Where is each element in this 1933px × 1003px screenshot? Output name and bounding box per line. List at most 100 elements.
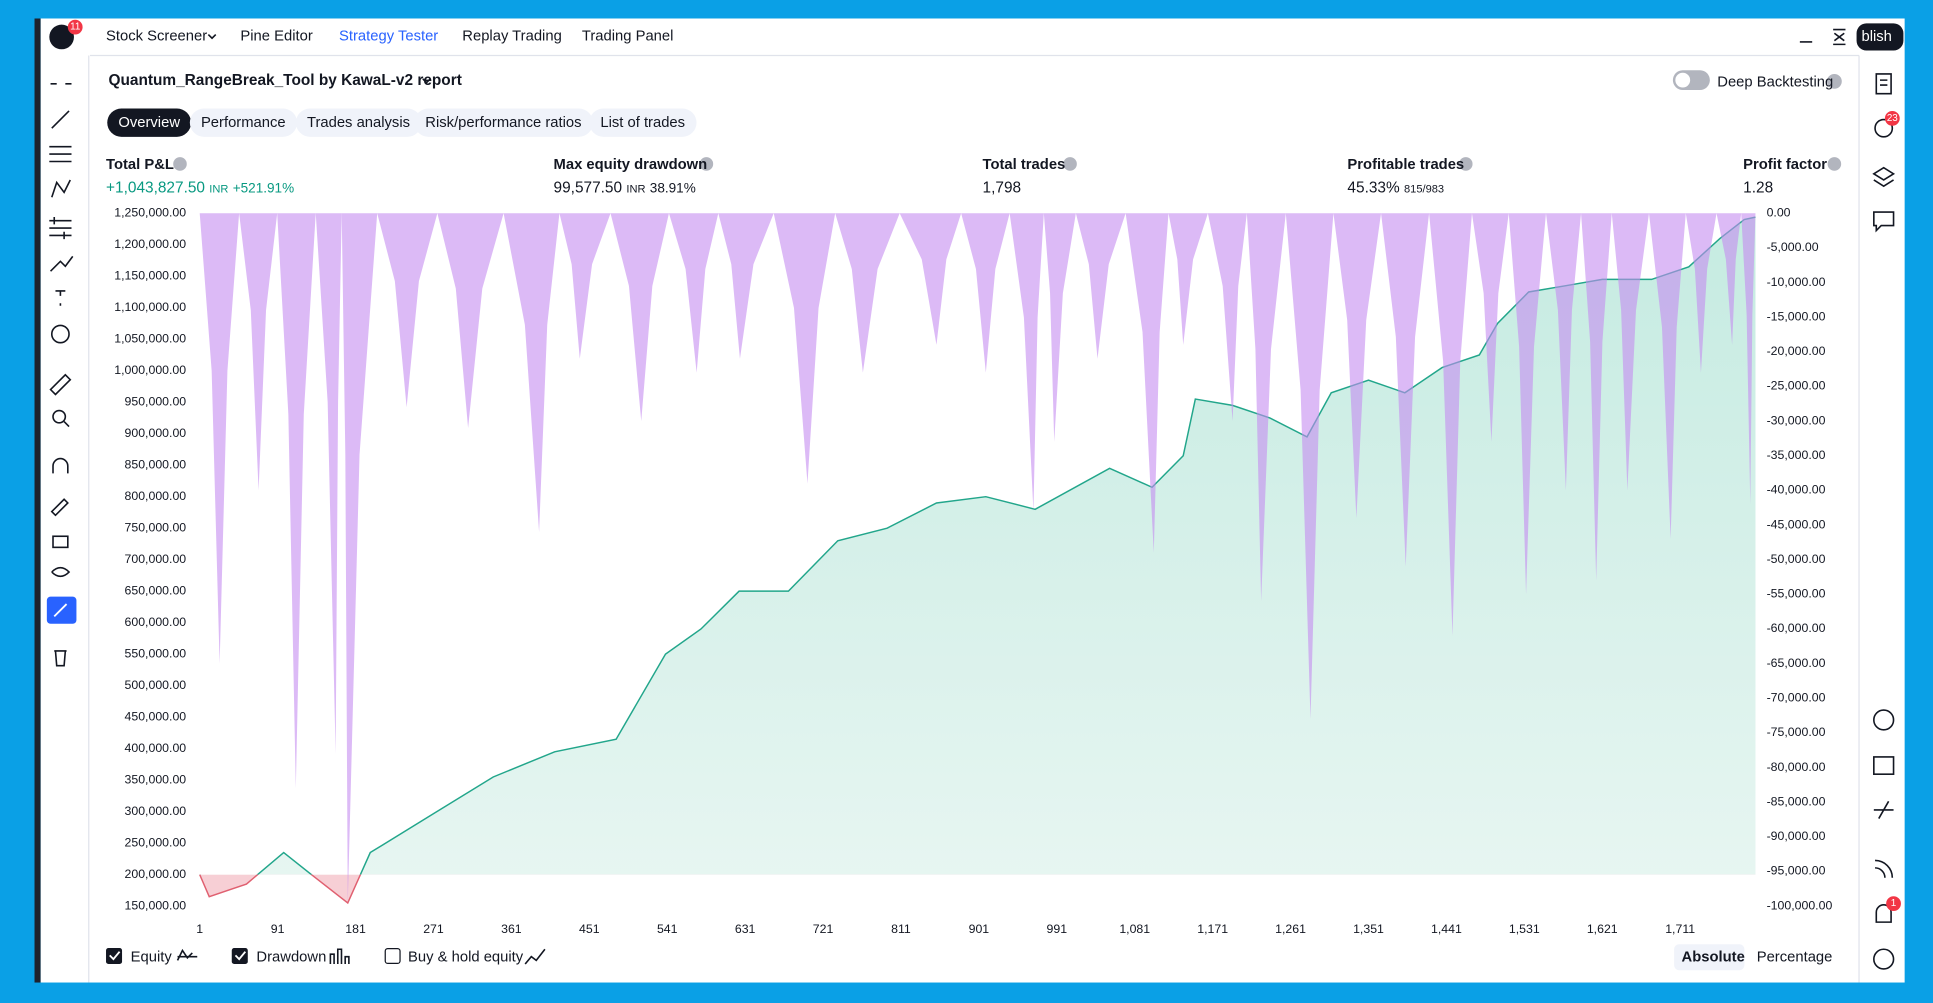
equity-area bbox=[257, 217, 1756, 875]
bell-icon[interactable] bbox=[1875, 904, 1892, 923]
equity-area-below bbox=[199, 874, 1756, 903]
info-icon[interactable] bbox=[1458, 157, 1473, 171]
lock-icon[interactable] bbox=[52, 535, 69, 549]
drawdown-bar bbox=[961, 213, 1010, 373]
buy-hold-checkbox[interactable] bbox=[384, 948, 401, 965]
percentage-button[interactable]: Percentage bbox=[1756, 948, 1833, 966]
y-tick-label: 300,000.00 bbox=[125, 804, 187, 818]
forecast-icon[interactable] bbox=[49, 216, 72, 240]
drawdown-bar bbox=[610, 213, 669, 422]
equity-style-icon[interactable] bbox=[176, 948, 198, 961]
tab[interactable]: List of trades bbox=[589, 108, 697, 137]
drawdown-bar bbox=[1611, 213, 1649, 491]
x-tick-label: 181 bbox=[345, 922, 366, 936]
y2-tick-label: 0.00 bbox=[1767, 206, 1791, 220]
tab[interactable]: Performance bbox=[189, 108, 297, 137]
right-sidebar: 23 1 bbox=[1872, 73, 1901, 970]
x-tick-label: 451 bbox=[579, 922, 600, 936]
layers-icon[interactable] bbox=[1872, 166, 1896, 188]
target-icon[interactable] bbox=[1873, 709, 1895, 731]
y2-tick-label: -65,000.00 bbox=[1767, 656, 1826, 670]
drawdown-bar bbox=[1545, 213, 1582, 491]
eye-icon[interactable] bbox=[51, 566, 71, 578]
info-icon[interactable] bbox=[1826, 73, 1842, 89]
brush-icon[interactable] bbox=[49, 255, 74, 272]
lock-draw-icon[interactable] bbox=[50, 498, 69, 517]
alerts-icon[interactable] bbox=[1874, 118, 1894, 138]
trash-icon[interactable] bbox=[54, 650, 67, 667]
help-icon[interactable] bbox=[1873, 948, 1895, 970]
tab[interactable]: Risk/performance ratios bbox=[414, 108, 593, 137]
ratio: 815/983 bbox=[1404, 182, 1445, 195]
y-tick-label: 500,000.00 bbox=[125, 678, 187, 692]
value: +1,043,827.50 bbox=[106, 178, 206, 197]
drawdown-checkbox[interactable] bbox=[231, 948, 248, 965]
checkmark bbox=[234, 951, 247, 961]
x-tick-label: 721 bbox=[813, 922, 834, 936]
menu-item-active[interactable]: Strategy Tester bbox=[339, 27, 439, 45]
magnet-icon[interactable] bbox=[52, 457, 69, 474]
menu-item[interactable]: Pine Editor bbox=[240, 27, 313, 45]
info-icon[interactable] bbox=[1827, 157, 1842, 171]
metric-value: 1,798 bbox=[982, 178, 1022, 197]
x-tick-label: 1,351 bbox=[1353, 922, 1384, 936]
watchlist-icon[interactable] bbox=[1875, 73, 1892, 95]
unit: INR bbox=[209, 182, 229, 195]
drawdown-bar bbox=[1207, 213, 1247, 422]
drawdown-bar bbox=[1508, 213, 1546, 595]
metric-label: Profitable trades bbox=[1347, 155, 1465, 173]
tab[interactable]: Trades analysis bbox=[295, 108, 422, 137]
trendline-icon[interactable] bbox=[51, 110, 70, 129]
drawdown-bar bbox=[1381, 213, 1430, 567]
drawdown-bar bbox=[899, 213, 962, 345]
badge bbox=[1884, 110, 1900, 126]
zoom-handle bbox=[63, 421, 70, 428]
menu-item[interactable]: Replay Trading bbox=[462, 27, 562, 45]
x-tick-label: 1,621 bbox=[1587, 922, 1618, 936]
y-tick-label: 250,000.00 bbox=[125, 835, 187, 849]
menu-item[interactable]: Trading Panel bbox=[581, 27, 674, 45]
ruler-icon[interactable] bbox=[49, 373, 72, 396]
absolute-button-bg[interactable] bbox=[1674, 944, 1745, 971]
y2-tick-label: -95,000.00 bbox=[1767, 864, 1826, 878]
stream-icon[interactable] bbox=[1874, 859, 1894, 878]
y2-tick-label: -100,000.00 bbox=[1767, 898, 1833, 912]
zoom-icon[interactable] bbox=[52, 409, 67, 424]
drawdown-bar bbox=[277, 213, 316, 789]
x-tick-label: 1,081 bbox=[1119, 922, 1150, 936]
info-icon[interactable] bbox=[173, 157, 187, 171]
absolute-button[interactable]: Absolute bbox=[1681, 948, 1745, 966]
tab-active[interactable]: Overview bbox=[107, 108, 192, 137]
drawdown-bar bbox=[503, 213, 560, 532]
menu-item[interactable]: Stock Screener bbox=[106, 27, 208, 45]
drawdown-bar bbox=[1168, 213, 1208, 345]
report-title[interactable]: Quantum_RangeBreak_Tool by KawaL-v2 repo… bbox=[108, 71, 462, 89]
equity-checkbox[interactable] bbox=[106, 948, 123, 965]
metric-value: +1,043,827.50 INR +521.91% bbox=[106, 179, 294, 196]
text-icon[interactable] bbox=[55, 290, 66, 306]
info-icon[interactable] bbox=[699, 157, 714, 171]
metric-value: 99,577.50 INR 38.91% bbox=[554, 179, 696, 196]
fib-icon[interactable] bbox=[49, 145, 72, 163]
drawdown-bar bbox=[1246, 213, 1286, 602]
pattern-icon[interactable] bbox=[51, 179, 71, 198]
avatar[interactable] bbox=[49, 24, 74, 50]
metric-label: Profit factor bbox=[1743, 155, 1827, 173]
emoji-icon[interactable] bbox=[50, 324, 70, 344]
drawdown-bar bbox=[437, 213, 504, 429]
signal-icon[interactable] bbox=[1873, 800, 1894, 819]
maximize-icon[interactable] bbox=[1833, 28, 1846, 46]
value: 45.33% bbox=[1347, 178, 1400, 197]
calendar-icon[interactable] bbox=[1873, 756, 1895, 775]
publish-button[interactable] bbox=[1856, 23, 1904, 51]
percent: 38.91% bbox=[649, 181, 696, 197]
drawdown-bar bbox=[1075, 213, 1126, 359]
buy-hold-style-icon[interactable] bbox=[524, 948, 546, 965]
drawdown-bar bbox=[668, 213, 719, 373]
y-tick-label: 600,000.00 bbox=[125, 615, 187, 629]
drawdown-style-icon[interactable] bbox=[329, 948, 350, 965]
info-icon[interactable] bbox=[1063, 157, 1077, 171]
chat-icon[interactable] bbox=[1873, 211, 1895, 233]
metric-label: Max equity drawdown bbox=[553, 155, 708, 173]
